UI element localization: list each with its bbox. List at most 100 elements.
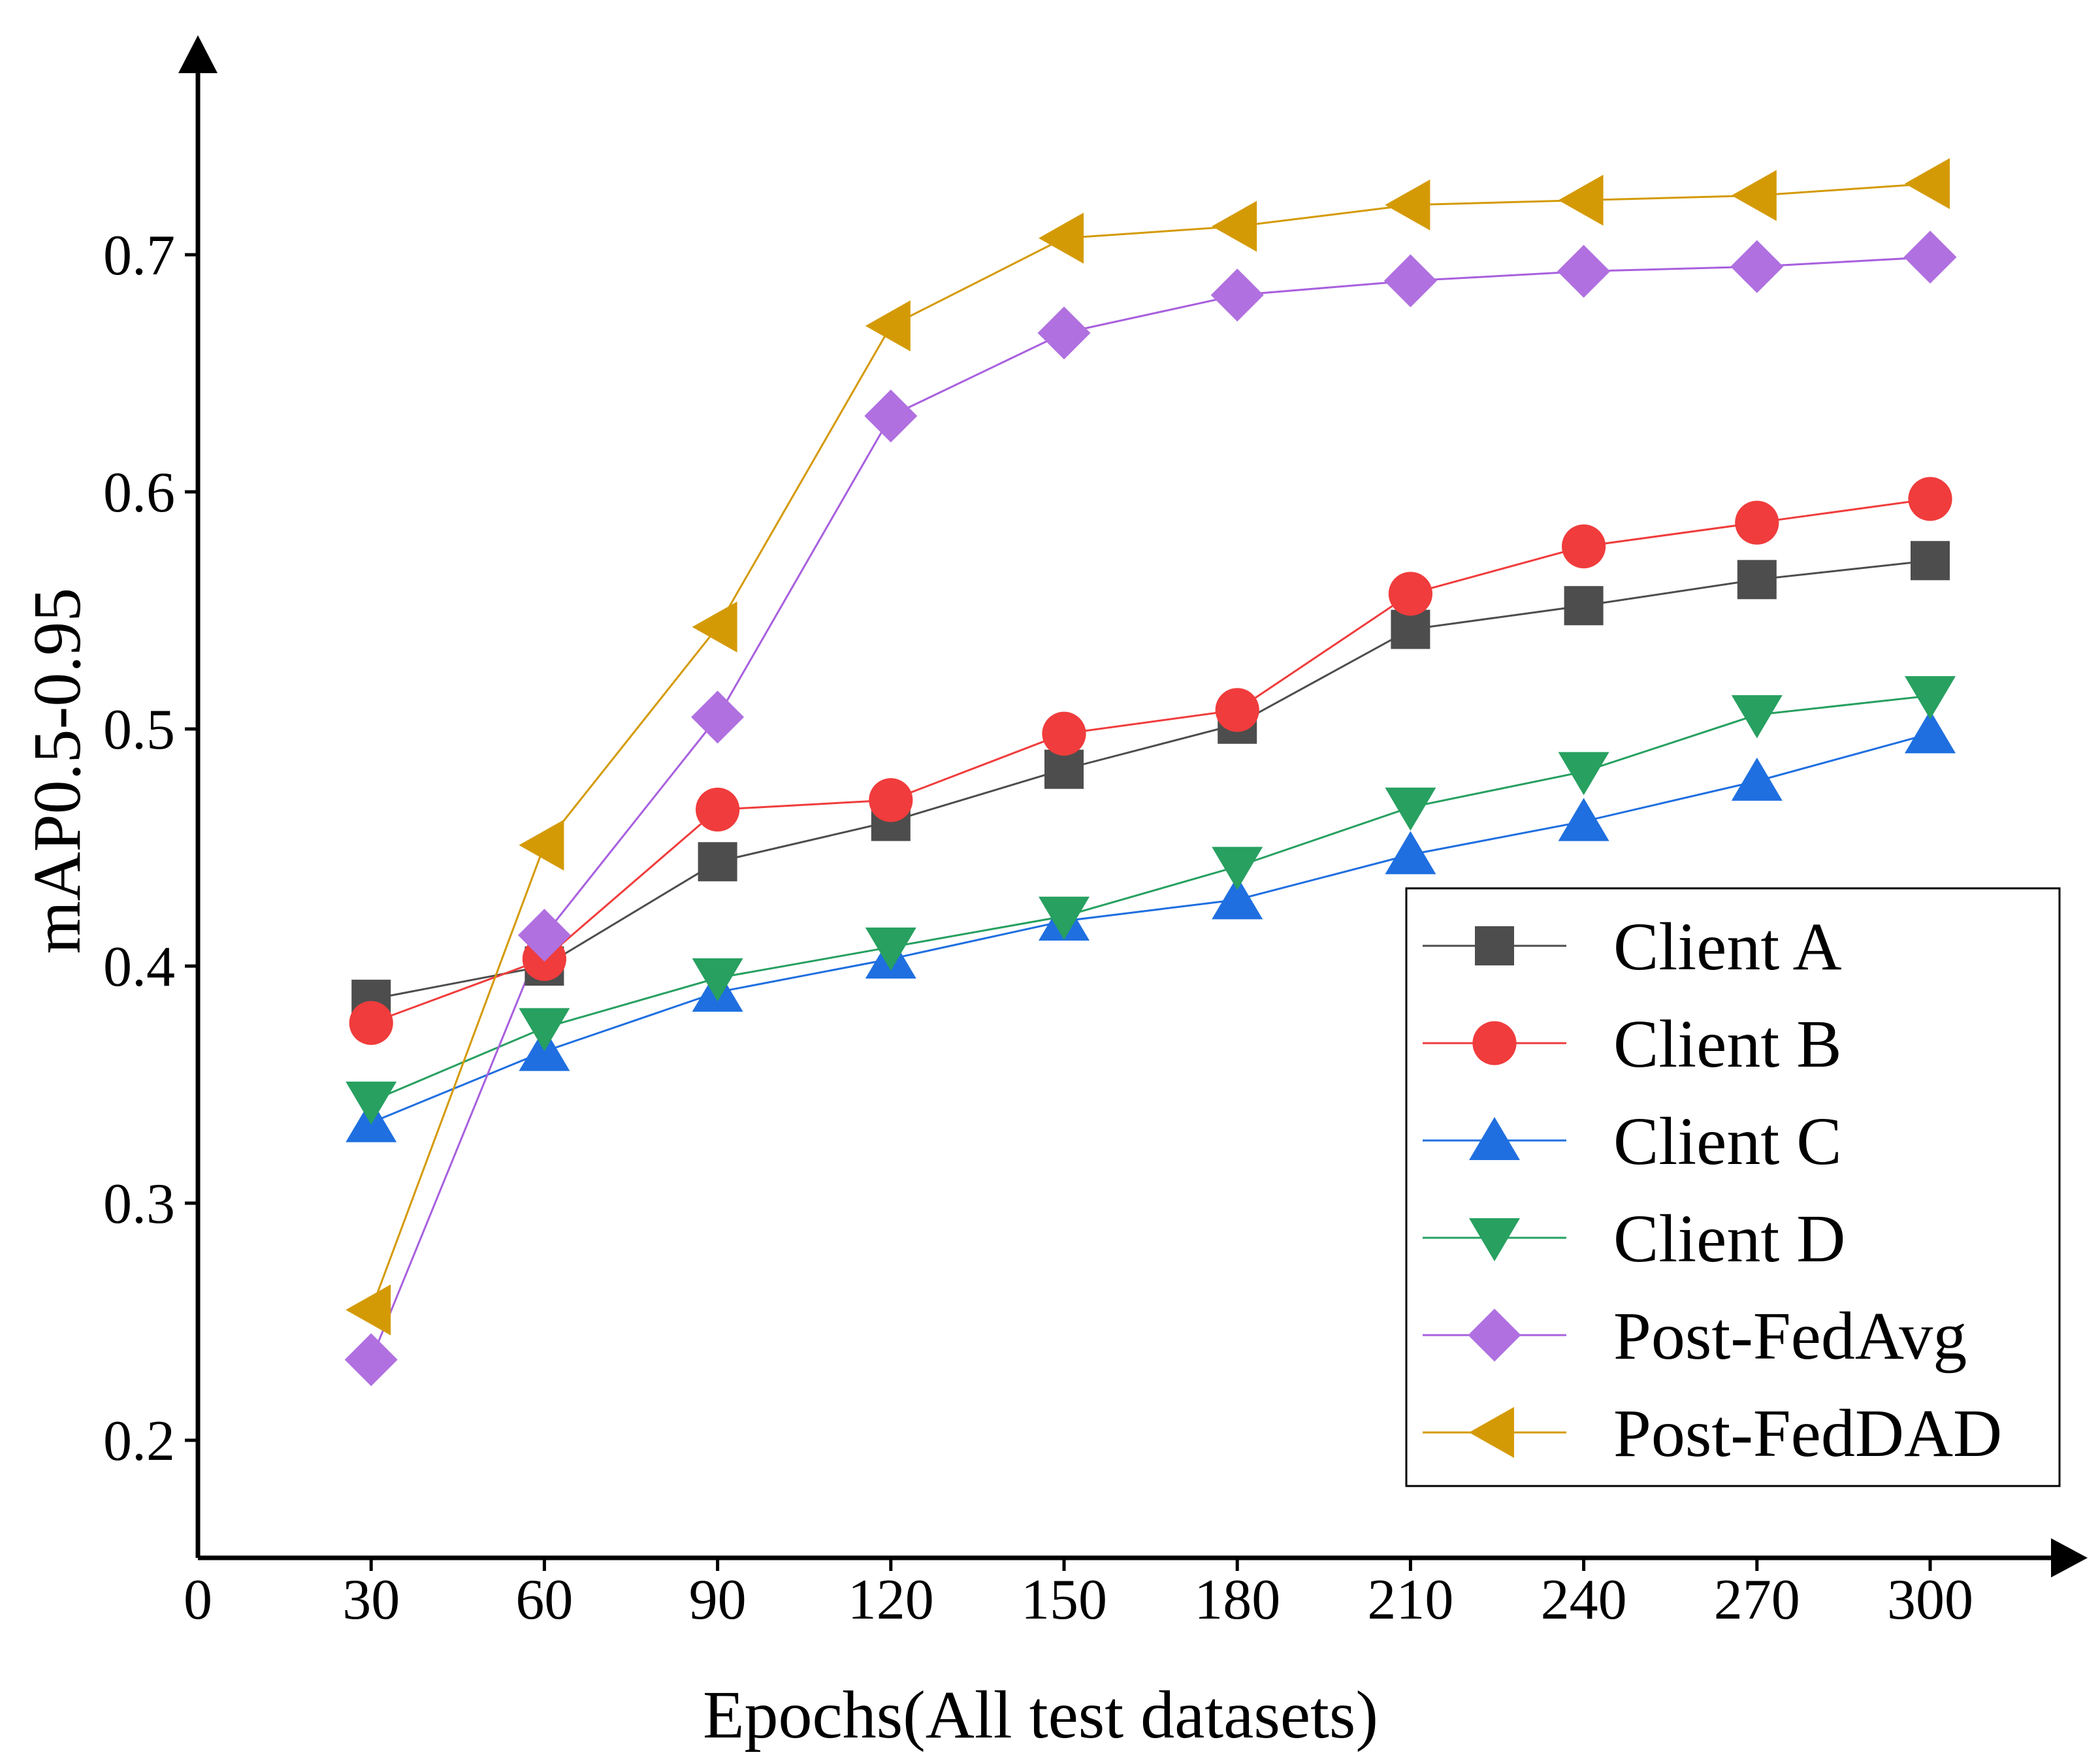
- data-point-client-b: [1388, 572, 1432, 616]
- legend-label-client-d: Client D: [1613, 1201, 1845, 1276]
- data-point-client-d: [1731, 695, 1783, 739]
- data-point-client-c: [1905, 710, 1956, 754]
- x-axis-arrow: [2051, 1538, 2088, 1577]
- series-layer: [344, 158, 1957, 1387]
- data-point-post-fedavg: [1037, 306, 1091, 360]
- legend-marker-post-fedavg: [1468, 1308, 1521, 1362]
- data-point-post-feddad: [1212, 201, 1257, 252]
- data-point-post-fedavg: [864, 389, 918, 443]
- legend-marker-client-d: [1469, 1218, 1520, 1261]
- y-axis-arrow: [178, 35, 218, 73]
- data-point-post-fedavg: [1903, 231, 1957, 284]
- y-axis-title: mAP0.5-0.95: [20, 588, 95, 954]
- data-point-client-d: [692, 958, 743, 1002]
- data-point-post-feddad: [1039, 212, 1084, 264]
- data-point-post-fedavg: [1730, 240, 1784, 293]
- legend-item-post-feddad: Post-FedDAD: [1423, 1396, 2002, 1471]
- series-line-post-feddad: [370, 182, 1931, 1310]
- legend: Client A Client B Client C Client D Post-Fed…: [1405, 887, 2061, 1487]
- data-point-post-feddad: [1558, 174, 1604, 226]
- data-point-post-feddad: [1385, 179, 1430, 231]
- markers-post-feddad: [346, 158, 1950, 1336]
- series-line-post-fedavg: [370, 256, 1931, 1361]
- x-tick-label: 30: [342, 1568, 400, 1632]
- series-client-b: [370, 498, 1931, 1024]
- series-line-client-c: [370, 732, 1931, 1123]
- x-tick-label: 60: [515, 1568, 573, 1632]
- data-point-client-d: [1905, 676, 1956, 720]
- x-tick-label: 270: [1714, 1568, 1800, 1632]
- x-tick-label: 180: [1194, 1568, 1280, 1632]
- data-point-post-feddad: [692, 601, 737, 653]
- data-point-client-b: [1562, 524, 1606, 569]
- data-point-client-d: [1385, 787, 1436, 831]
- legend-marker-post-feddad: [1469, 1407, 1514, 1458]
- x-tick-label: 0: [184, 1568, 212, 1632]
- series-post-feddad: [370, 182, 1931, 1310]
- data-point-client-c: [1731, 757, 1783, 801]
- y-tick-label: 0.3: [103, 1172, 175, 1236]
- x-tick-label: 300: [1887, 1568, 1973, 1632]
- data-point-client-a: [1044, 749, 1084, 789]
- series-client-a: [370, 559, 1931, 1001]
- data-point-client-a: [1737, 560, 1777, 600]
- data-point-post-fedavg: [691, 690, 745, 744]
- data-point-post-fedavg: [1383, 254, 1437, 308]
- legend-item-client-d: Client D: [1423, 1201, 1845, 1276]
- legend-item-post-fedavg: Post-FedAvg: [1423, 1299, 1967, 1374]
- legend-item-client-a: Client A: [1423, 909, 1842, 984]
- data-point-client-a: [698, 842, 737, 882]
- series-line-client-d: [370, 694, 1931, 1103]
- data-point-client-a: [1564, 586, 1604, 626]
- data-point-post-feddad: [1731, 170, 1777, 221]
- legend-label-post-fedavg: Post-FedAvg: [1613, 1299, 1967, 1374]
- x-tick-label: 90: [689, 1568, 747, 1632]
- x-tick-label: 240: [1541, 1568, 1627, 1632]
- data-point-client-d: [346, 1081, 397, 1125]
- legend-label-post-feddad: Post-FedDAD: [1613, 1396, 2002, 1471]
- markers-client-d: [346, 676, 1956, 1125]
- legend-label-client-a: Client A: [1613, 909, 1842, 984]
- data-point-post-fedavg: [1210, 268, 1264, 322]
- legend-marker-client-a: [1475, 926, 1514, 965]
- y-tick-label: 0.4: [103, 935, 175, 999]
- series-line-client-b: [370, 498, 1931, 1024]
- x-axis-title: Epochs(All test datasets): [703, 1677, 1378, 1753]
- series-client-c: [370, 732, 1931, 1123]
- y-tick-label: 0.2: [103, 1410, 175, 1473]
- y-tick-label: 0.7: [103, 224, 175, 287]
- data-point-post-feddad: [519, 819, 564, 871]
- legend-marker-client-b: [1472, 1021, 1517, 1065]
- data-point-client-b: [696, 787, 740, 832]
- data-point-client-c: [1558, 798, 1609, 841]
- legend-item-client-b: Client B: [1423, 1007, 1842, 1082]
- series-post-fedavg: [370, 256, 1931, 1361]
- data-point-client-b: [1908, 477, 1952, 521]
- series-line-client-a: [370, 559, 1931, 1001]
- legend-label-client-c: Client C: [1613, 1104, 1842, 1179]
- markers-post-fedavg: [344, 231, 1957, 1387]
- data-point-client-c: [1385, 831, 1436, 875]
- data-point-post-fedavg: [1557, 244, 1611, 298]
- data-point-client-d: [1212, 847, 1263, 890]
- x-tick-label: 210: [1367, 1568, 1453, 1632]
- data-point-post-feddad: [1905, 158, 1950, 210]
- data-point-post-feddad: [346, 1284, 391, 1336]
- data-point-client-d: [1558, 752, 1609, 796]
- data-point-client-d: [865, 927, 916, 971]
- data-point-client-d: [1039, 896, 1090, 940]
- data-point-client-b: [349, 1001, 393, 1045]
- data-point-client-b: [1735, 500, 1779, 545]
- data-point-client-b: [869, 778, 913, 822]
- x-tick-label: 120: [848, 1568, 934, 1632]
- data-point-client-b: [1215, 688, 1259, 732]
- legend-label-client-b: Client B: [1613, 1007, 1842, 1082]
- data-point-client-a: [1391, 609, 1430, 649]
- axes: [178, 35, 2088, 1577]
- data-point-post-fedavg: [344, 1333, 398, 1387]
- y-tick-label: 0.5: [103, 698, 175, 762]
- data-point-post-feddad: [865, 300, 911, 351]
- data-point-client-d: [519, 1008, 570, 1052]
- x-tick-label: 150: [1021, 1568, 1107, 1632]
- y-tick-label: 0.6: [103, 461, 175, 525]
